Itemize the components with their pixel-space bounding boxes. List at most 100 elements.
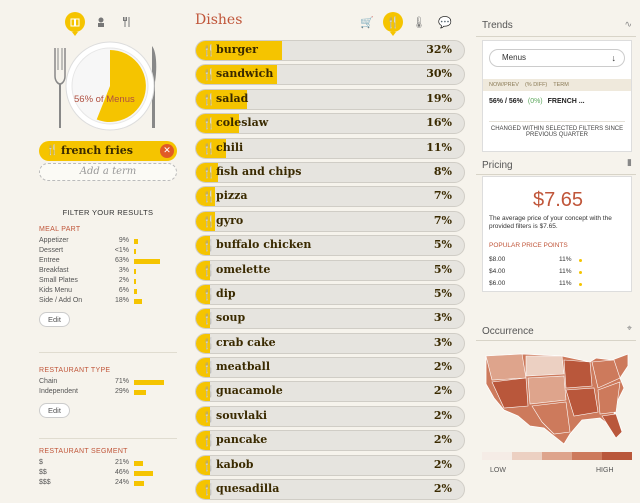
filter-percent: 18% bbox=[114, 297, 129, 304]
dish-row[interactable]: 🍴 salad 19% bbox=[195, 88, 465, 110]
trends-table-row[interactable]: 56% / 56% (0%) FRENCH ... bbox=[489, 98, 585, 105]
filter-row[interactable]: Side / Add On 18% bbox=[39, 296, 177, 306]
dish-row[interactable]: 🍴 kabob 2% bbox=[195, 454, 465, 476]
filter-row[interactable]: $$ 46% bbox=[39, 468, 177, 478]
dot-icon bbox=[579, 271, 582, 274]
filter-group-restaurant-type: RESTAURANT TYPE Chain 71% Independent 29% … bbox=[39, 367, 177, 418]
filter-row[interactable]: Independent 29% bbox=[39, 387, 177, 397]
dish-row[interactable]: 🍴 gyro 7% bbox=[195, 210, 465, 232]
dish-row[interactable]: 🍴 soup 3% bbox=[195, 308, 465, 330]
map-region bbox=[485, 353, 527, 381]
utensils-icon: 🍴 bbox=[46, 145, 59, 156]
dish-name: chili bbox=[216, 140, 244, 154]
speech-bubble-icon: 💬 bbox=[438, 15, 452, 29]
dish-category-toggle: 🛒 🍴 🌡 💬 bbox=[357, 12, 455, 36]
dish-percent: 16% bbox=[426, 116, 452, 130]
filter-percent: 24% bbox=[114, 479, 129, 486]
filter-percent: 21% bbox=[114, 459, 129, 466]
filter-row[interactable]: $21% bbox=[39, 458, 177, 468]
trends-note: CHANGED WITHIN SELECTED FILTERS SINCE PR… bbox=[489, 121, 625, 138]
trends-table-header: NOW/PREV (% DIFF) TERM bbox=[483, 79, 631, 91]
dish-row[interactable]: 🍴 buffalo chicken 5% bbox=[195, 235, 465, 257]
pricing-title: Pricing bbox=[482, 160, 513, 171]
filter-percent: 71% bbox=[114, 378, 129, 385]
dish-row[interactable]: 🍴 quesadilla 2% bbox=[195, 479, 465, 501]
dish-percent: 32% bbox=[426, 43, 452, 56]
dish-row[interactable]: 🍴 burger 32% bbox=[195, 40, 465, 61]
utensils-icon: 🍴 bbox=[202, 190, 216, 204]
filter-bar bbox=[134, 259, 161, 264]
filter-row[interactable]: $$$ 24% bbox=[39, 478, 177, 488]
trends-source-select[interactable]: Menus ↓ bbox=[489, 49, 625, 67]
comments-button[interactable]: 💬 bbox=[435, 12, 455, 32]
filter-row[interactable]: Chain 71% bbox=[39, 377, 177, 387]
edit-meal-part-button[interactable]: Edit bbox=[39, 312, 70, 327]
plate-graphic bbox=[54, 41, 157, 131]
dish-name: guacamole bbox=[216, 384, 283, 398]
edit-restaurant-type-button[interactable]: Edit bbox=[39, 403, 70, 418]
divider bbox=[476, 36, 636, 37]
dish-row[interactable]: 🍴 meatball 2% bbox=[195, 357, 465, 379]
map-region bbox=[491, 377, 529, 409]
dish-name: kabob bbox=[216, 457, 254, 471]
filter-row[interactable]: Small Plates 2% bbox=[39, 276, 177, 286]
filter-row[interactable]: Kids Menu 6% bbox=[39, 286, 177, 296]
search-term-chip[interactable]: 🍴 french fries ✕ bbox=[39, 141, 177, 161]
filter-row[interactable]: Appetizer 9% bbox=[39, 236, 177, 246]
dish-share-bar bbox=[196, 455, 210, 475]
utensils-view-button[interactable] bbox=[117, 12, 137, 32]
dish-row[interactable]: 🍴 fish and chips 8% bbox=[195, 161, 465, 183]
utensils-icon: 🍴 bbox=[202, 92, 216, 106]
chef-view-button[interactable] bbox=[91, 12, 111, 32]
filter-group-restaurant-segment: RESTAURANT SEGMENT $21% $$ 46% $$$ 24% bbox=[39, 448, 177, 488]
filter-percent: 3% bbox=[118, 267, 129, 274]
arrow-down-icon: ↓ bbox=[611, 53, 617, 63]
dish-row[interactable]: 🍴 omelette 5% bbox=[195, 259, 465, 281]
utensils-icon: 🍴 bbox=[202, 44, 216, 57]
dish-row[interactable]: 🍴 pancake 2% bbox=[195, 430, 465, 452]
dish-share-bar bbox=[196, 358, 210, 378]
legend-swatch bbox=[602, 452, 632, 460]
beverage-button[interactable]: 🌡 bbox=[409, 12, 429, 32]
us-occurrence-map[interactable] bbox=[482, 348, 632, 448]
utensils-icon: 🍴 bbox=[202, 361, 216, 375]
dish-row[interactable]: 🍴 crab cake 3% bbox=[195, 332, 465, 354]
dish-row[interactable]: 🍴 chili 11% bbox=[195, 137, 465, 159]
filter-row[interactable]: Breakfast 3% bbox=[39, 266, 177, 276]
legend-high-label: HIGH bbox=[596, 467, 614, 474]
page-title: Dishes bbox=[195, 12, 243, 28]
dish-row[interactable]: 🍴 souvlaki 2% bbox=[195, 405, 465, 427]
filter-row[interactable]: Entree 63% bbox=[39, 256, 177, 266]
bar-chart-icon: ▮ bbox=[627, 158, 632, 168]
price-point-pct: 11% bbox=[559, 256, 572, 263]
dish-row[interactable]: 🍴 coleslaw 16% bbox=[195, 113, 465, 135]
menu-share-label: 56% of Menus bbox=[74, 94, 135, 105]
cart-button[interactable]: 🛒 bbox=[357, 12, 377, 32]
dish-share-bar bbox=[196, 162, 218, 182]
dish-row[interactable]: 🍴 dip 5% bbox=[195, 283, 465, 305]
utensils-icon: 🍴 bbox=[202, 409, 216, 423]
divider bbox=[476, 340, 636, 341]
filter-bar bbox=[134, 461, 143, 466]
dish-row[interactable]: 🍴 sandwich 30% bbox=[195, 64, 465, 86]
filter-label: Entree bbox=[39, 257, 60, 264]
dish-percent: 5% bbox=[433, 286, 452, 300]
dish-row[interactable]: 🍴 guacamole 2% bbox=[195, 381, 465, 403]
dish-percent: 5% bbox=[433, 238, 452, 252]
view-toggle-group bbox=[65, 12, 137, 36]
chef-icon bbox=[98, 17, 104, 27]
utensils-icon: 🍴 bbox=[202, 434, 216, 448]
dish-share-bar bbox=[196, 138, 226, 158]
fork-icon bbox=[54, 48, 66, 128]
book-view-button[interactable] bbox=[65, 12, 85, 36]
dish-share-bar bbox=[196, 431, 210, 451]
dish-percent: 3% bbox=[433, 335, 452, 349]
occurrence-title: Occurrence bbox=[482, 326, 534, 337]
add-term-input[interactable]: Add a term bbox=[39, 163, 177, 181]
remove-term-icon[interactable]: ✕ bbox=[160, 144, 174, 158]
dishes-button[interactable]: 🍴 bbox=[383, 12, 403, 36]
filter-percent: <1% bbox=[114, 247, 129, 254]
price-point-value: $8.00 bbox=[489, 256, 506, 263]
dish-row[interactable]: 🍴 pizza 7% bbox=[195, 186, 465, 208]
filter-row[interactable]: Dessert <1% bbox=[39, 246, 177, 256]
